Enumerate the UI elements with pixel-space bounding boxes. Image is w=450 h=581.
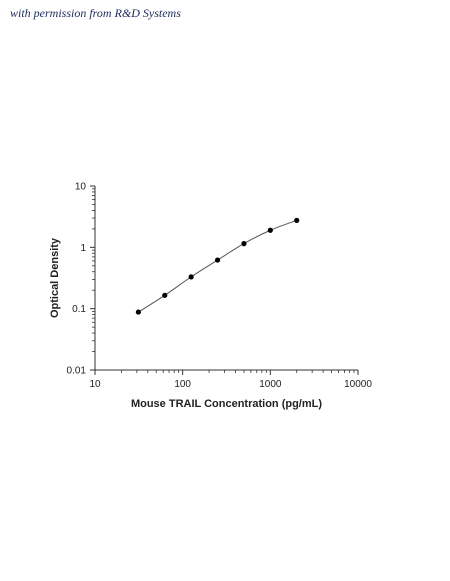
y-tick-label: 1 [80, 243, 86, 254]
y-tick-label: 0.01 [67, 366, 87, 377]
data-point [188, 274, 194, 280]
fit-curve-line [138, 219, 297, 313]
data-point [294, 217, 300, 223]
data-point [241, 241, 247, 247]
chart-axes: 0.01 0.1 1 10 10 100 1000 10000 [67, 182, 373, 391]
data-point [162, 292, 168, 298]
x-tick-label: 1000 [259, 379, 282, 390]
x-tick-label: 100 [174, 379, 191, 390]
fit-curve-layer [138, 219, 297, 313]
y-tick-label: 0.1 [72, 304, 86, 315]
data-point [135, 309, 141, 315]
data-point [214, 257, 221, 263]
permission-note: with permission from R&D Systems [10, 6, 181, 20]
data-point [267, 227, 273, 233]
x-axis-title: Mouse TRAIL Concentration (pg/mL) [131, 398, 322, 410]
data-points-layer [135, 217, 300, 315]
x-tick-label: 10 [89, 379, 101, 390]
x-tick-label: 10000 [344, 379, 372, 390]
y-tick-label: 10 [75, 182, 87, 193]
y-axis-title: Optical Density [49, 237, 61, 318]
